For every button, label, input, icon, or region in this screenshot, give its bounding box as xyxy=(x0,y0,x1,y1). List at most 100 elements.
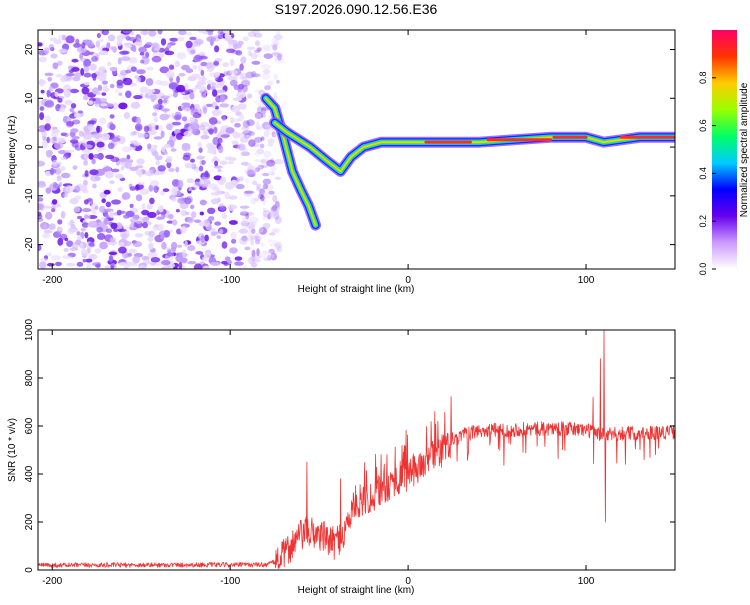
noise-blob xyxy=(148,184,154,192)
noise-blob xyxy=(81,42,86,49)
colorbar-tick-label: 0.2 xyxy=(698,215,708,228)
noise-blob xyxy=(184,107,191,112)
noise-blob xyxy=(260,136,265,141)
noise-blob xyxy=(70,67,80,72)
noise-blob xyxy=(189,116,195,123)
noise-blob xyxy=(263,53,273,59)
noise-blob xyxy=(276,79,280,84)
noise-blob xyxy=(51,199,58,205)
noise-blob xyxy=(234,123,241,128)
noise-blob xyxy=(227,75,234,81)
noise-blob xyxy=(73,185,81,193)
noise-blob xyxy=(82,39,92,44)
noise-blob xyxy=(129,131,136,137)
noise-blob xyxy=(89,169,99,176)
noise-blob xyxy=(210,261,221,266)
noise-blob xyxy=(219,160,228,166)
noise-blob xyxy=(190,211,197,219)
noise-blob xyxy=(206,251,211,256)
noise-blob xyxy=(273,95,278,101)
noise-blob xyxy=(100,133,111,141)
noise-blob xyxy=(83,213,91,220)
noise-blob xyxy=(88,220,98,228)
noise-blob xyxy=(150,257,161,263)
noise-blob xyxy=(63,247,69,252)
noise-blob xyxy=(160,234,165,240)
noise-blob xyxy=(166,161,172,169)
noise-blob xyxy=(125,44,132,49)
noise-blob xyxy=(230,231,237,240)
noise-blob xyxy=(147,251,158,259)
noise-blob xyxy=(81,222,89,228)
noise-blob xyxy=(99,241,108,250)
noise-blob xyxy=(274,242,281,251)
noise-blob xyxy=(109,180,115,184)
noise-blob xyxy=(49,167,55,176)
noise-blob xyxy=(53,203,62,208)
noise-blob xyxy=(57,237,64,246)
noise-blob xyxy=(132,46,137,52)
noise-blob xyxy=(134,41,141,46)
noise-blob xyxy=(239,137,249,143)
noise-blob xyxy=(46,90,51,98)
noise-blob xyxy=(260,159,267,164)
noise-blob xyxy=(120,56,131,62)
noise-blob xyxy=(273,92,278,98)
snr-x-tick-label: 100 xyxy=(578,576,595,587)
noise-blob xyxy=(153,116,159,123)
noise-blob xyxy=(242,162,252,166)
noise-blob xyxy=(38,128,47,133)
noise-blob xyxy=(38,56,47,63)
noise-blob xyxy=(214,160,219,167)
noise-blob xyxy=(161,241,167,250)
noise-blob xyxy=(122,30,133,34)
spectrogram-y-ticks: 20 10 0 -10 -20 xyxy=(24,44,675,252)
noise-blob xyxy=(160,38,167,46)
noise-blob xyxy=(147,221,152,226)
noise-blob xyxy=(53,39,62,45)
noise-blob xyxy=(263,257,270,261)
noise-blob xyxy=(141,203,146,211)
noise-blob xyxy=(197,141,202,148)
noise-blob xyxy=(236,91,247,99)
noise-blob xyxy=(97,47,104,52)
noise-blob xyxy=(267,213,272,220)
noise-blob xyxy=(255,233,260,237)
noise-blob xyxy=(260,64,271,70)
noise-blob xyxy=(141,209,150,216)
noise-blob xyxy=(88,253,98,260)
noise-blob xyxy=(157,98,163,105)
noise-blob xyxy=(105,228,113,233)
noise-blob xyxy=(142,221,149,229)
noise-blob xyxy=(241,235,248,242)
noise-blob xyxy=(170,246,177,253)
noise-blob xyxy=(83,72,92,78)
noise-blob xyxy=(246,221,255,230)
noise-blob xyxy=(107,142,115,150)
noise-blob xyxy=(251,222,258,227)
noise-blob xyxy=(248,224,256,232)
noise-blob xyxy=(182,95,191,100)
noise-blob xyxy=(157,165,166,172)
noise-blob xyxy=(169,37,178,42)
noise-blob xyxy=(241,84,248,93)
noise-blob xyxy=(187,261,197,265)
noise-blob xyxy=(161,146,166,153)
noise-blob xyxy=(56,175,62,182)
noise-blob xyxy=(112,46,117,53)
noise-blob xyxy=(262,214,271,221)
noise-blob xyxy=(60,211,66,219)
noise-blob xyxy=(104,265,110,269)
noise-blob xyxy=(153,144,158,148)
noise-blob xyxy=(199,124,206,131)
noise-blob xyxy=(251,259,261,263)
noise-blob xyxy=(240,151,251,156)
noise-blob xyxy=(130,101,141,109)
noise-blob xyxy=(242,120,250,128)
noise-blob xyxy=(206,84,211,91)
noise-blob xyxy=(237,83,244,90)
noise-blob xyxy=(137,181,145,185)
noise-blob xyxy=(246,119,255,126)
noise-blob xyxy=(190,49,196,54)
